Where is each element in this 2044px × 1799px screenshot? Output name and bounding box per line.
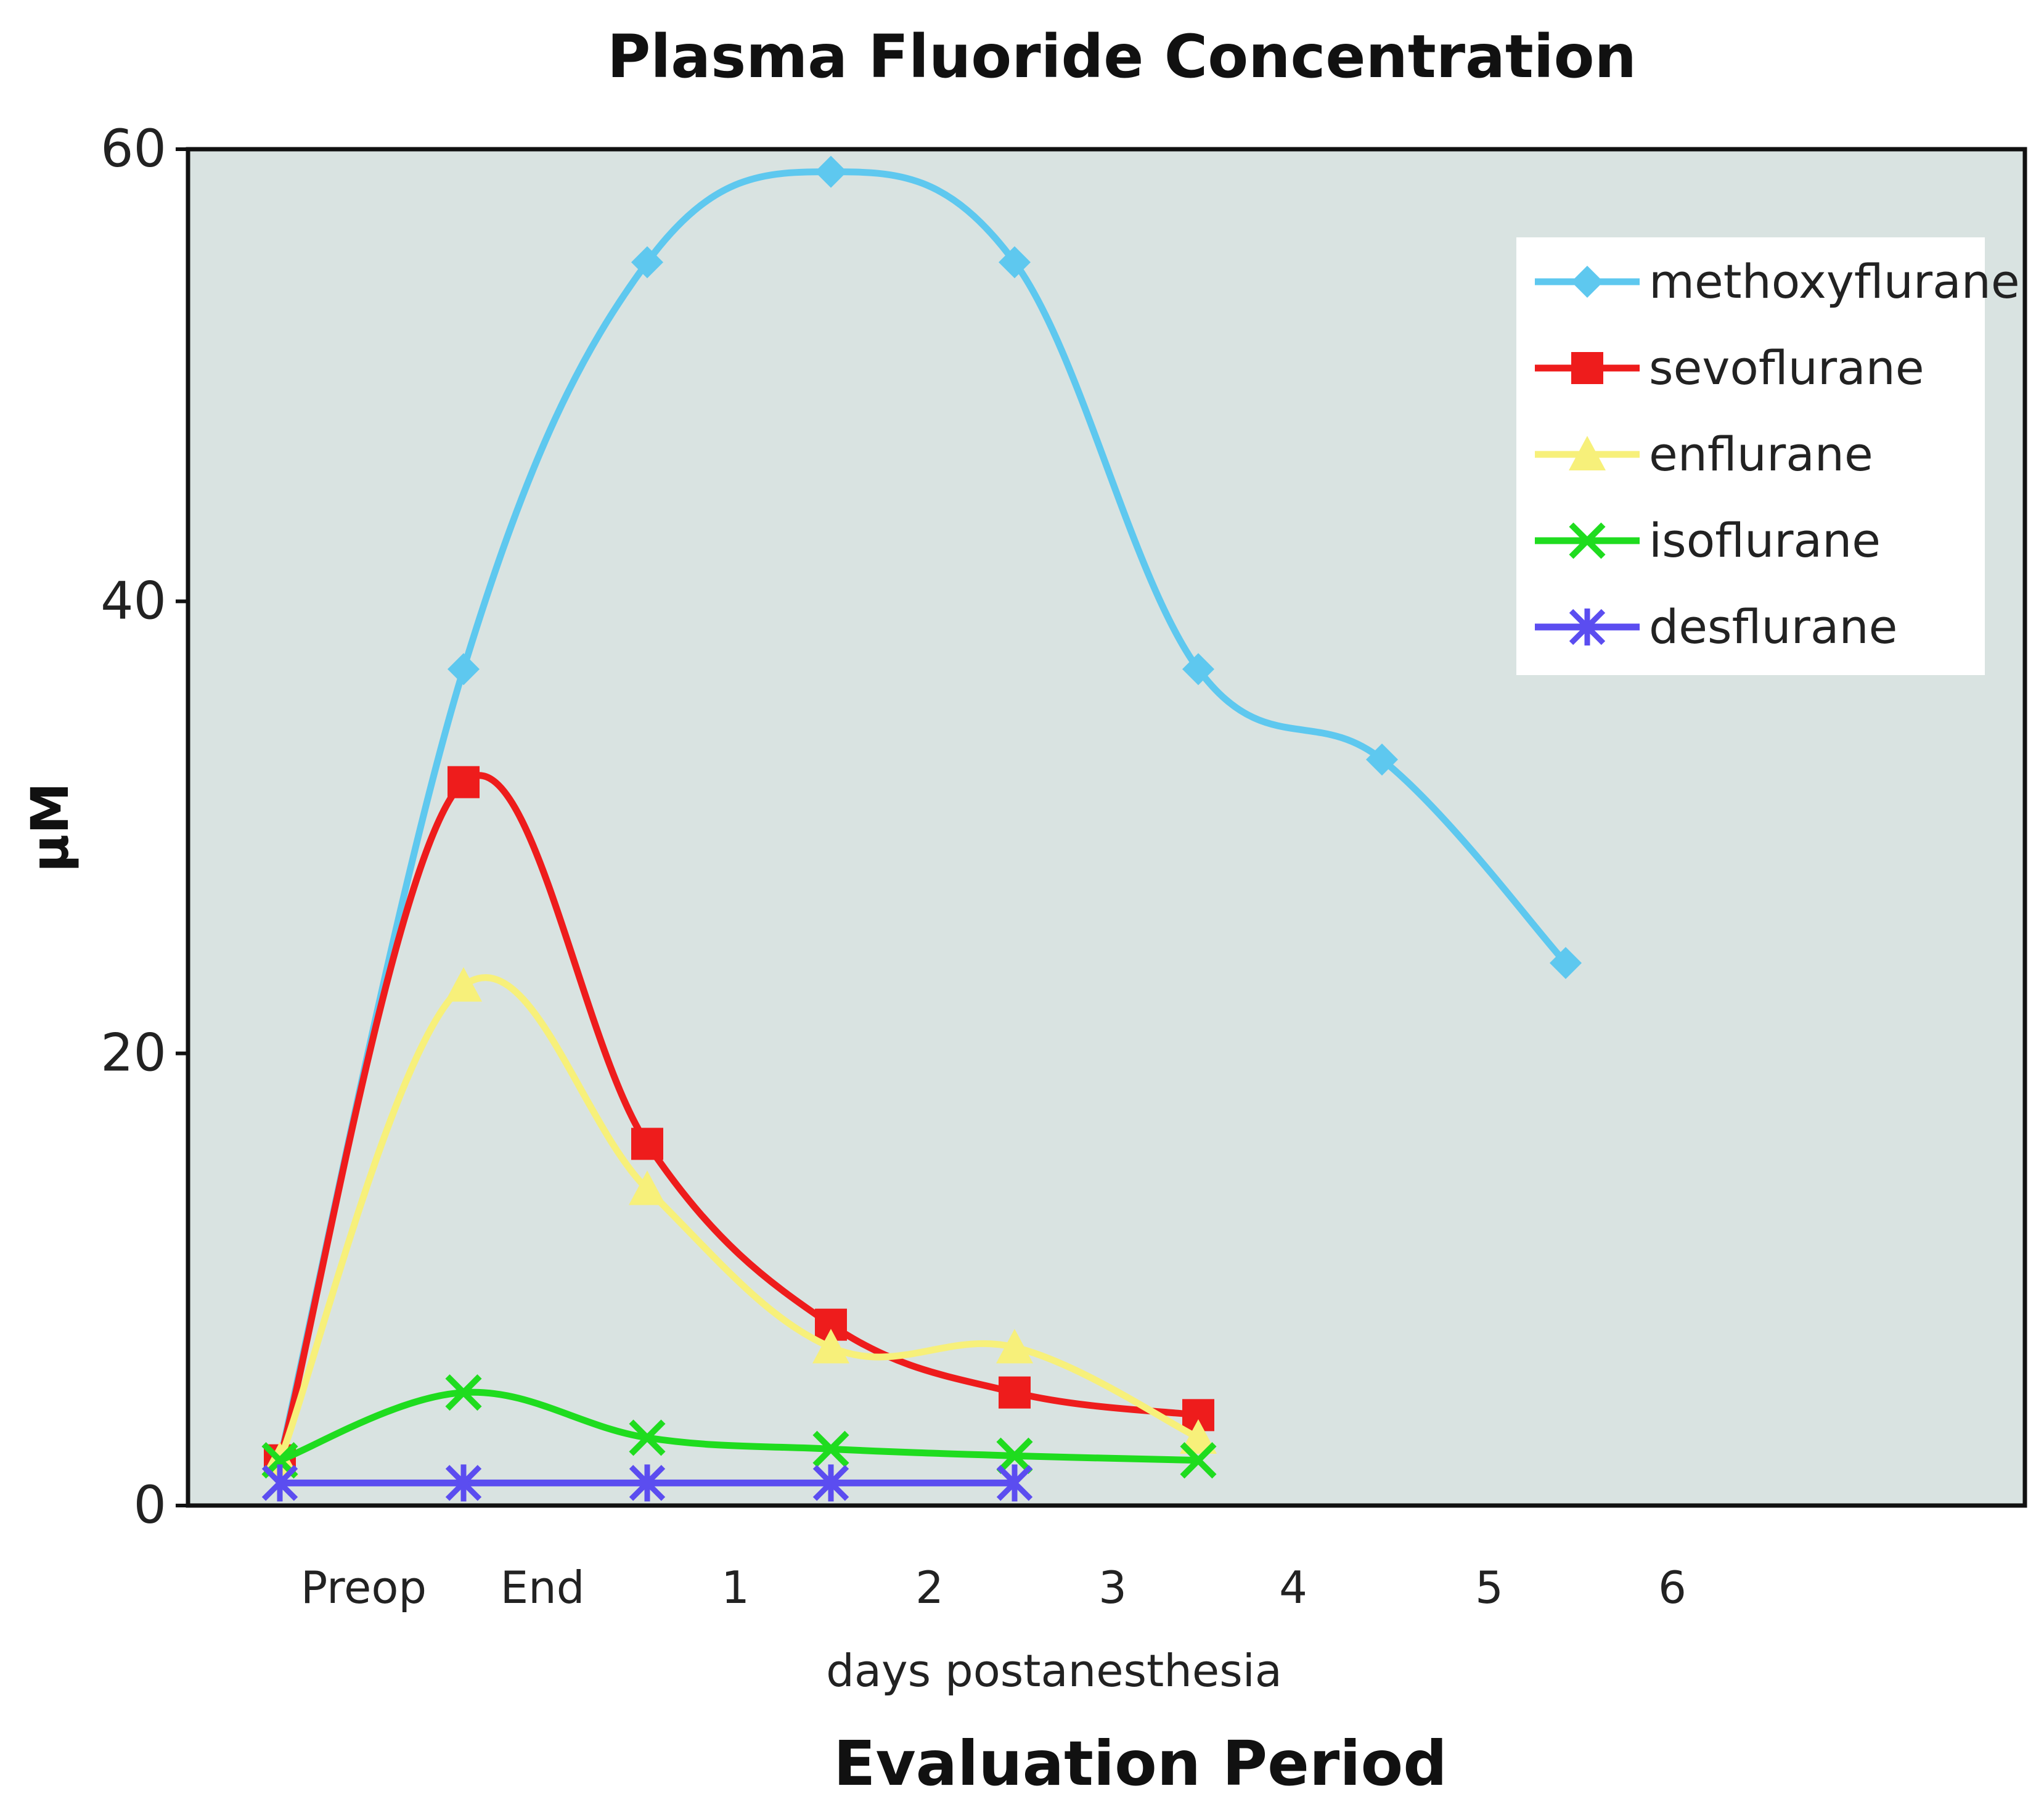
y-tick-label: 60: [100, 118, 166, 179]
data-point-methoxyflurane: [1550, 947, 1582, 979]
data-point-isoflurane: [996, 1437, 1033, 1474]
legend-item-isoflurane: isoflurane: [1535, 513, 1881, 568]
legend-marker: [1571, 352, 1603, 384]
x-tick-label: 5: [1475, 1562, 1503, 1613]
data-point-isoflurane: [1180, 1442, 1217, 1479]
data-point-enflurane: [812, 1329, 849, 1364]
data-point-sevoflurane: [448, 766, 480, 798]
legend-label: sevoflurane: [1649, 340, 1924, 395]
legend-marker: [1571, 266, 1603, 298]
y-tick-label: 0: [134, 1475, 166, 1535]
legend-marker: [1569, 522, 1606, 559]
data-point-enflurane: [445, 967, 482, 1002]
legend-label: methoxyflurane: [1649, 254, 2020, 309]
legend-item-methoxyflurane: methoxyflurane: [1535, 254, 2020, 309]
x-tick-label: Preop: [301, 1562, 427, 1613]
legend-marker: [1569, 436, 1606, 470]
legend-item-enflurane: enflurane: [1535, 427, 1873, 482]
data-point-desflurane: [996, 1464, 1033, 1502]
x-tick-label: 4: [1279, 1562, 1307, 1613]
data-point-isoflurane: [445, 1374, 482, 1411]
x-tick-label: 2: [915, 1562, 944, 1613]
legend-label: desflurane: [1649, 599, 1897, 654]
legend-marker: [1569, 609, 1606, 645]
data-point-methoxyflurane: [448, 653, 480, 686]
series-line-methoxyflurane: [276, 168, 1569, 1464]
data-point-enflurane: [996, 1329, 1033, 1364]
legend-item-sevoflurane: sevoflurane: [1535, 340, 1924, 395]
legend-label: isoflurane: [1649, 513, 1881, 568]
x-axis-label: Evaluation Period: [833, 1727, 1447, 1799]
data-point-desflurane: [445, 1464, 482, 1502]
series-line-isoflurane: [276, 1388, 1202, 1464]
legend-item-desflurane: desflurane: [1535, 599, 1897, 654]
plot-border: [186, 147, 2027, 1508]
data-point-methoxyflurane: [999, 246, 1031, 279]
data-point-methoxyflurane: [631, 246, 663, 279]
x-axis-sublabel: days postanesthesia: [826, 1645, 1282, 1697]
series-isoflurane: [261, 1374, 1217, 1479]
legend-label: enflurane: [1649, 427, 1873, 482]
x-tick-label: 6: [1658, 1562, 1686, 1613]
data-point-methoxyflurane: [1182, 653, 1214, 686]
data-point-isoflurane: [812, 1430, 849, 1467]
series-desflurane: [261, 1464, 1033, 1502]
data-point-methoxyflurane: [815, 155, 847, 188]
data-point-sevoflurane: [999, 1376, 1031, 1409]
x-tick-label: End: [501, 1562, 585, 1613]
y-tick-label: 20: [100, 1023, 166, 1083]
data-point-enflurane: [1180, 1419, 1217, 1454]
data-point-sevoflurane: [631, 1128, 663, 1160]
data-point-isoflurane: [629, 1419, 666, 1456]
data-point-enflurane: [629, 1170, 666, 1205]
y-axis-label: μM: [20, 782, 80, 872]
chart-title: Plasma Fluoride Concentration: [607, 22, 1637, 91]
data-point-methoxyflurane: [1366, 744, 1398, 776]
x-tick-label: 3: [1098, 1562, 1127, 1613]
data-point-desflurane: [261, 1464, 298, 1502]
data-point-desflurane: [629, 1464, 666, 1502]
x-tick-label: 1: [721, 1562, 750, 1613]
y-tick-label: 40: [100, 570, 166, 631]
data-point-desflurane: [812, 1464, 849, 1502]
